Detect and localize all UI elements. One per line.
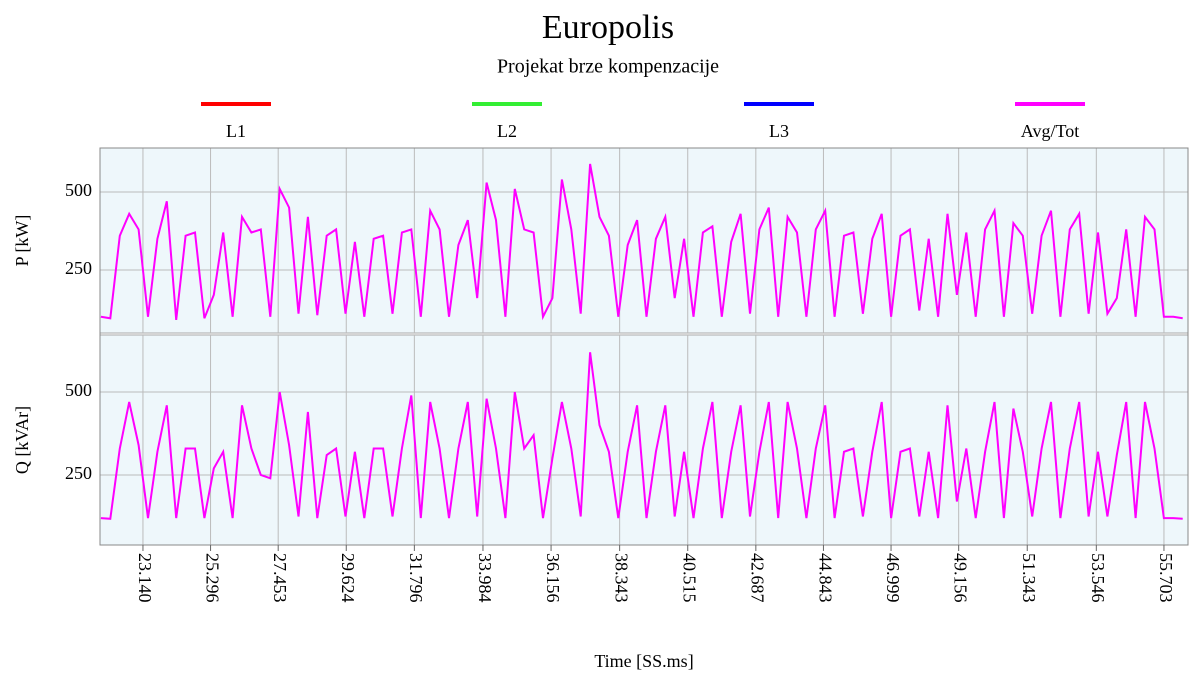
legend-label: Avg/Tot	[1021, 121, 1079, 141]
x-tick-label: 51.343	[1019, 553, 1039, 603]
plot-area	[99, 334, 1189, 546]
x-axis-label: Time [SS.ms]	[594, 651, 693, 671]
data-line	[100, 163, 1183, 321]
x-tick-label: 53.546	[1088, 553, 1108, 603]
legend-label: L1	[226, 121, 246, 141]
data-line	[100, 352, 1183, 520]
x-tick-label: 46.999	[883, 553, 903, 603]
x-tick-label: 38.343	[612, 553, 632, 603]
x-tick-label: 42.687	[748, 553, 768, 603]
chart-title: Europolis	[542, 9, 674, 46]
plot-frame	[99, 147, 1189, 546]
x-tick-label: 27.453	[270, 553, 290, 603]
x-tick-label: 25.296	[202, 553, 222, 603]
y-tick-label: 250	[65, 463, 92, 483]
y-tick-label: 250	[65, 258, 92, 278]
x-tick-label: 55.703	[1156, 553, 1176, 603]
legend-label: L2	[497, 121, 517, 141]
x-tick-label: 31.796	[406, 553, 426, 603]
y-tick-label: 500	[65, 380, 92, 400]
y-tick-label: 500	[65, 180, 92, 200]
x-tick-label: 49.156	[951, 553, 971, 603]
y-axis-label: P [kW]	[12, 215, 32, 267]
chart-subtitle: Projekat brze kompenzacije	[497, 56, 719, 78]
legend-label: L3	[769, 121, 789, 141]
y-axis-label: Q [kVAr]	[12, 406, 32, 474]
x-tick-label: 44.843	[815, 553, 835, 603]
x-tick-label: 36.156	[543, 553, 563, 603]
x-tick-label: 33.984	[475, 553, 495, 603]
plot-area	[99, 147, 1189, 334]
x-tick-label: 23.140	[135, 553, 155, 603]
x-tick-label: 29.624	[338, 553, 358, 603]
x-tick-label: 40.515	[680, 553, 700, 603]
